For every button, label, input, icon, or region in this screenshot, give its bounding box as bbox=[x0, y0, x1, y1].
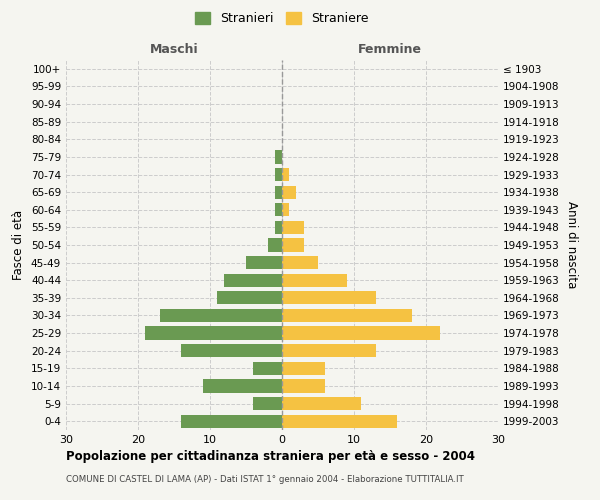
Bar bbox=[253, 397, 282, 410]
Legend: Stranieri, Straniere: Stranieri, Straniere bbox=[190, 7, 374, 30]
Text: Popolazione per cittadinanza straniera per età e sesso - 2004: Popolazione per cittadinanza straniera p… bbox=[66, 450, 475, 463]
Bar bbox=[246, 256, 282, 269]
Bar bbox=[145, 326, 282, 340]
Bar bbox=[282, 362, 325, 375]
Bar bbox=[282, 291, 376, 304]
Bar bbox=[282, 309, 412, 322]
Bar bbox=[224, 274, 282, 287]
Bar bbox=[282, 168, 289, 181]
Bar bbox=[217, 291, 282, 304]
Bar bbox=[160, 309, 282, 322]
Bar bbox=[282, 397, 361, 410]
Bar bbox=[275, 221, 282, 234]
Text: COMUNE DI CASTEL DI LAMA (AP) - Dati ISTAT 1° gennaio 2004 - Elaborazione TUTTIT: COMUNE DI CASTEL DI LAMA (AP) - Dati IST… bbox=[66, 475, 464, 484]
Text: Maschi: Maschi bbox=[149, 44, 199, 57]
Bar bbox=[282, 414, 397, 428]
Bar bbox=[275, 203, 282, 216]
Bar bbox=[282, 221, 304, 234]
Bar bbox=[282, 274, 347, 287]
Bar bbox=[275, 168, 282, 181]
Bar bbox=[282, 380, 325, 392]
Bar bbox=[203, 380, 282, 392]
Bar bbox=[181, 344, 282, 358]
Bar bbox=[275, 186, 282, 198]
Bar bbox=[282, 256, 318, 269]
Bar bbox=[282, 326, 440, 340]
Bar bbox=[268, 238, 282, 252]
Bar bbox=[282, 203, 289, 216]
Bar bbox=[282, 186, 296, 198]
Text: Femmine: Femmine bbox=[358, 44, 422, 57]
Bar bbox=[181, 414, 282, 428]
Bar bbox=[282, 344, 376, 358]
Y-axis label: Anni di nascita: Anni di nascita bbox=[565, 202, 578, 288]
Y-axis label: Fasce di età: Fasce di età bbox=[13, 210, 25, 280]
Bar bbox=[275, 150, 282, 164]
Bar bbox=[253, 362, 282, 375]
Bar bbox=[282, 238, 304, 252]
